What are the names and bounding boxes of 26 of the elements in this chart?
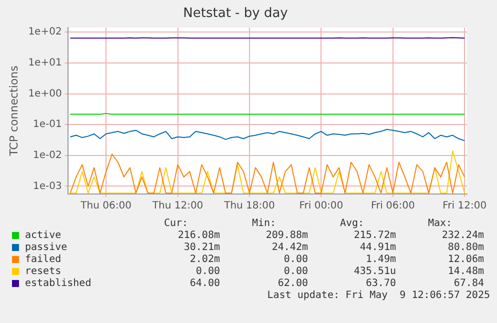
y-tick-label: 1e+00 bbox=[28, 88, 62, 100]
text: Last update: Fri May 9 12:06:57 2025 bbox=[266, 290, 490, 301]
text: 216.08m 209.88m 215.72m 232.24m bbox=[178, 230, 484, 240]
legend-label: established bbox=[25, 278, 92, 288]
legend-label: failed bbox=[25, 254, 62, 264]
text: 2.02m 0.00 1.49m 12.06m bbox=[190, 254, 484, 264]
y-axis-title: TCP connections bbox=[7, 65, 20, 157]
x-tick-label: Fri 00:00 bbox=[299, 200, 344, 212]
x-tick-label: Fri 06:00 bbox=[370, 200, 415, 212]
text: Cur: Min: Avg: Max: bbox=[164, 218, 452, 228]
legend-label: passive bbox=[25, 242, 68, 252]
text: 0.00 0.00 435.51u 14.48m bbox=[196, 266, 484, 276]
x-tick-label: Thu 18:00 bbox=[223, 200, 275, 212]
legend-label: resets bbox=[25, 266, 62, 276]
chart-title: Netstat - by day bbox=[183, 6, 288, 22]
text: 30.21m 24.42m 44.91m 80.80m bbox=[184, 242, 484, 252]
x-tick-label: Thu 06:00 bbox=[80, 200, 132, 212]
y-tick-label: 1e+02 bbox=[28, 26, 62, 38]
y-tick-label: 1e-01 bbox=[32, 119, 62, 130]
x-tick-label: Fri 12:00 bbox=[442, 200, 487, 212]
y-tick-label: 1e-03 bbox=[32, 180, 62, 192]
y-tick-label: 1e+01 bbox=[28, 58, 62, 69]
x-tick-label: Thu 12:00 bbox=[151, 200, 204, 212]
y-tick-label: 1e-02 bbox=[32, 150, 62, 162]
legend-label: active bbox=[25, 230, 62, 240]
text: 64.00 62.00 63.70 67.84 bbox=[190, 278, 484, 288]
